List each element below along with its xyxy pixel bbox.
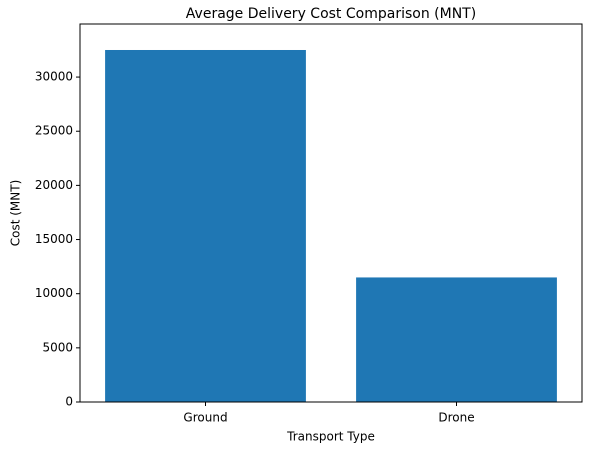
bar (356, 277, 557, 402)
y-tick-label: 10000 (35, 286, 73, 300)
bar (105, 49, 306, 403)
y-tick-label: 25000 (35, 124, 73, 138)
x-axis-label: Transport Type (286, 430, 375, 444)
chart-title: Average Delivery Cost Comparison (MNT) (186, 6, 476, 22)
y-axis-label: Cost (MNT) (9, 180, 23, 247)
x-tick-label: Ground (183, 411, 227, 425)
y-tick-label: 20000 (35, 178, 73, 192)
y-tick-label: 0 (65, 395, 73, 409)
x-tick-label: Drone (438, 411, 474, 425)
y-tick-label: 30000 (35, 70, 73, 84)
y-tick-label: 15000 (35, 232, 73, 246)
y-tick-label: 5000 (42, 340, 73, 354)
plot-frame (79, 23, 583, 403)
